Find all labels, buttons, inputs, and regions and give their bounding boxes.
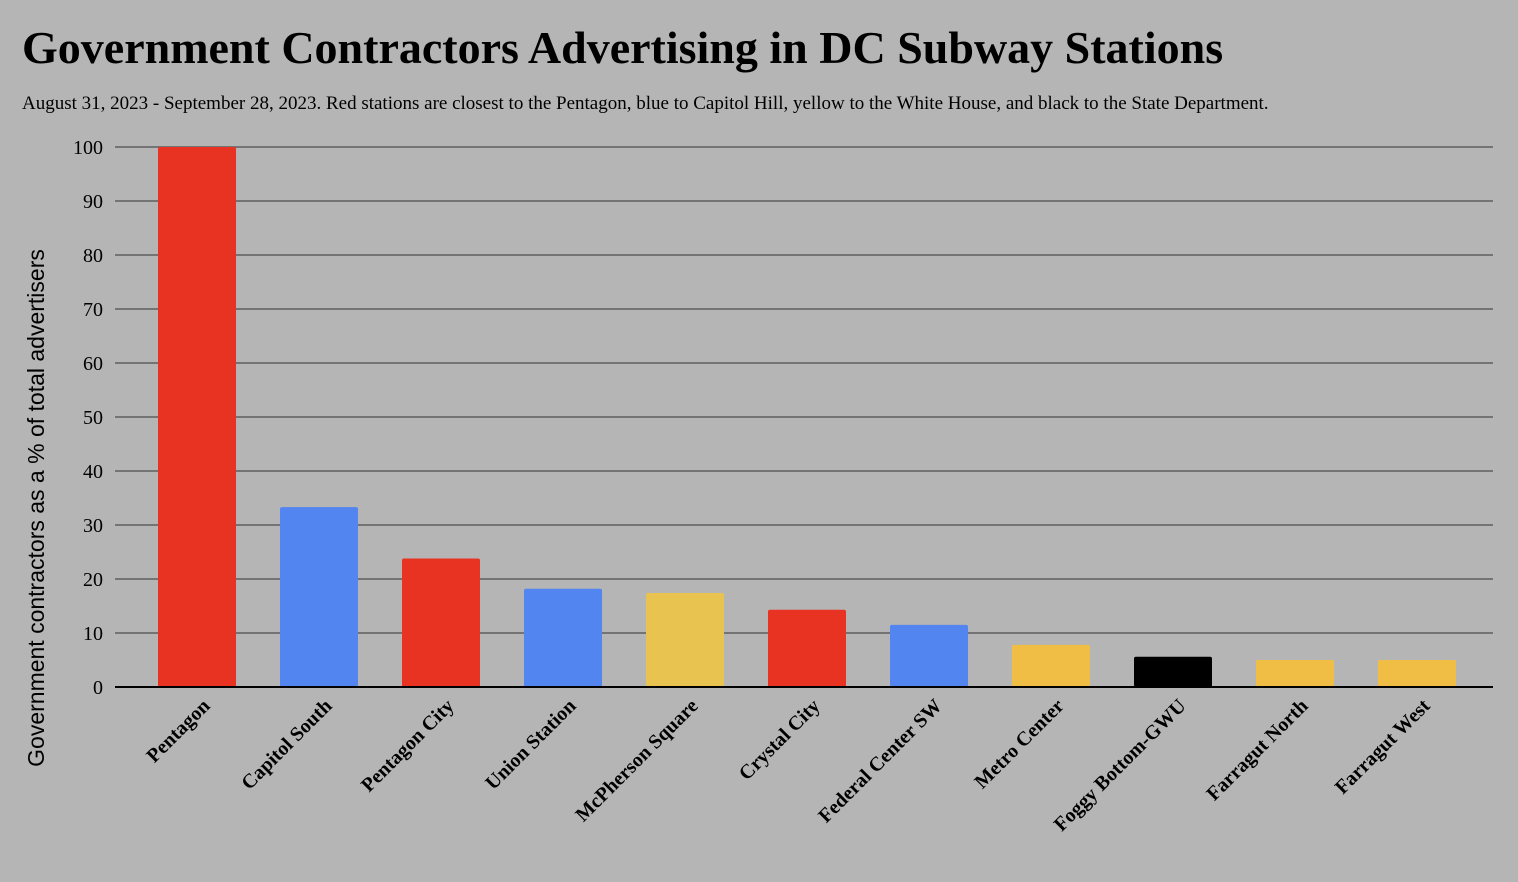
y-tick-label: 0 [93, 677, 103, 699]
x-tick-label: Crystal City [735, 695, 825, 785]
y-tick-label: 10 [83, 623, 103, 645]
x-tick-label: Farragut West [1331, 695, 1435, 799]
x-tick-label: Union Station [481, 695, 580, 794]
x-tick-label: Capitol South [237, 695, 336, 794]
y-tick-label: 30 [83, 515, 103, 537]
x-tick-label: Pentagon City [357, 695, 459, 797]
y-tick-labels: 0 10 20 30 40 50 60 70 80 90 100 [73, 137, 103, 699]
bar-crystal-city [768, 609, 846, 687]
bar-mcpherson-square [646, 593, 724, 687]
y-tick-label: 40 [83, 461, 103, 483]
y-tick-label: 80 [83, 245, 103, 267]
x-tick-label: Farragut North [1202, 695, 1312, 805]
y-axis-label: Government contractors as a % of total a… [23, 249, 49, 767]
y-tick-label: 50 [83, 407, 103, 429]
x-tick-label: Metro Center [970, 695, 1068, 793]
bar-capitol-south [280, 507, 358, 687]
y-tick-label: 20 [83, 569, 103, 591]
bar-farragut-west [1378, 660, 1456, 687]
bar-farragut-north [1256, 660, 1334, 687]
y-tick-label: 90 [83, 191, 103, 213]
y-tick-label: 100 [73, 137, 103, 159]
chart-subtitle: August 31, 2023 - September 28, 2023. Re… [22, 93, 1269, 114]
x-tick-label: McPherson Square [571, 695, 702, 826]
x-tick-label: Pentagon [142, 695, 214, 767]
chart-title: Government Contractors Advertising in DC… [22, 22, 1224, 73]
x-tick-label: Foggy Bottom-GWU [1050, 695, 1191, 836]
bar-federal-center-sw [890, 624, 968, 687]
bar-pentagon-city [402, 558, 480, 687]
y-tick-label: 60 [83, 353, 103, 375]
bar-metro-center [1012, 644, 1090, 687]
y-tick-label: 70 [83, 299, 103, 321]
bars [158, 147, 1456, 687]
bar-foggy-bottom-gwu [1134, 656, 1212, 687]
bar-pentagon [158, 147, 236, 687]
bar-union-station [524, 588, 602, 687]
x-tick-labels: Pentagon Capitol South Pentagon City Union … [142, 695, 1434, 836]
x-tick-label: Federal Center SW [814, 695, 946, 827]
